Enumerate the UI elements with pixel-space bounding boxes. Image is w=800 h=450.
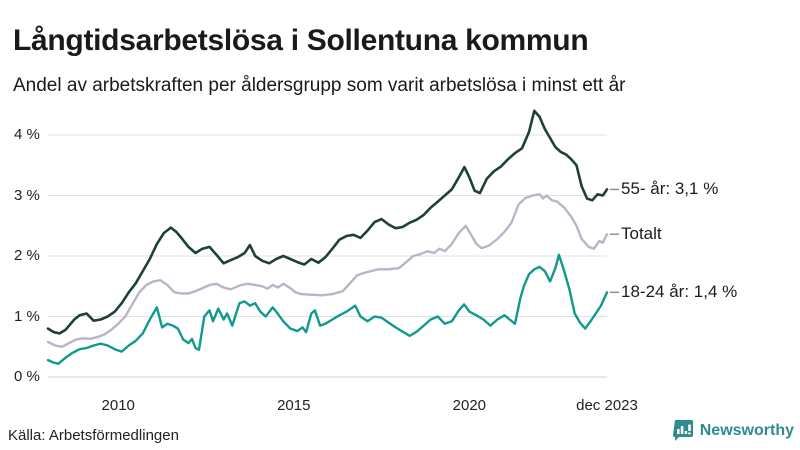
newsworthy-bubble-chart-icon (672, 420, 694, 442)
series-end-label: Totalt (621, 224, 662, 244)
series-line-totalt (46, 193, 609, 348)
x-tick-label: dec 2023 (576, 397, 638, 414)
newsworthy-brand-text: Newsworthy (699, 422, 794, 439)
y-tick-label: 3 % (14, 186, 40, 204)
chart-subtitle: Andel av arbetskraften per åldersgrupp s… (13, 75, 626, 96)
x-tick-label: 2020 (452, 397, 487, 414)
y-tick-label: 1 % (14, 307, 40, 325)
y-tick-label: 4 % (14, 126, 40, 143)
series-end-label: 18-24 år: 1,4 % (621, 282, 738, 302)
series-line-18-24-r (46, 253, 609, 365)
page-title: Långtidsarbetslösa i Sollentuna kommun (13, 24, 589, 58)
y-tick-label: 2 % (14, 247, 40, 264)
series-end-label: 55- år: 3,1 % (621, 179, 719, 199)
newsworthy-logo[interactable]: Newsworthy (672, 420, 794, 442)
series-line-55-r (46, 109, 609, 335)
source-label: Källa: Arbetsförmedlingen (8, 427, 179, 444)
x-tick-label: 2015 (277, 397, 311, 414)
y-tick-label: 0 % (14, 368, 40, 385)
x-tick-label: 2010 (101, 397, 135, 414)
